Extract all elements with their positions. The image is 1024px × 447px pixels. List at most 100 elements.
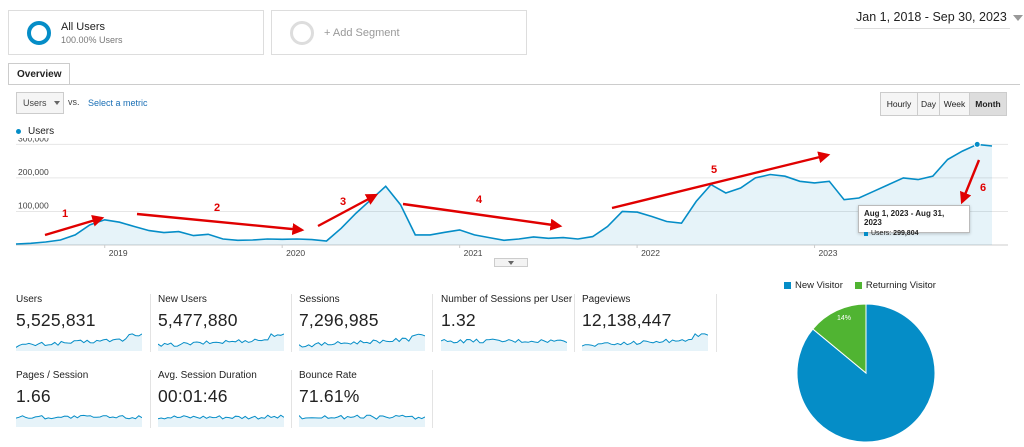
chart-legend: Users (16, 126, 54, 137)
metric-select-value: Users (23, 98, 47, 108)
annotation-label: 1 (62, 208, 68, 220)
pie-slice-label: 86% (899, 432, 913, 439)
metric-label: Bounce Rate (299, 370, 357, 381)
metric-value: 5,525,831 (16, 310, 96, 330)
date-range-text: Jan 1, 2018 - Sep 30, 2023 (856, 10, 1007, 24)
metric-card-bounce-rate[interactable]: Bounce Rate 71.61% (299, 370, 431, 427)
sparkline-area (16, 333, 142, 351)
sparkline-line (158, 414, 284, 420)
pie-slice-label: 14% (837, 315, 851, 322)
metric-sparkline (299, 333, 425, 351)
metric-sparkline (441, 338, 567, 351)
vs-label: vs. (68, 97, 80, 107)
sparkline-line (16, 414, 142, 420)
tooltip-series-swatch (864, 231, 868, 236)
annotation-arrow (960, 159, 981, 205)
x-tick-label: 2020 (286, 248, 305, 258)
new-visitor-swatch (784, 282, 791, 289)
metric-card-sessions-per-user[interactable]: Number of Sessions per User 1.32 (441, 294, 573, 351)
legend-new-visitor[interactable]: New Visitor (784, 280, 843, 291)
y-tick-label: 200,000 (18, 167, 49, 177)
metric-label: Users (16, 294, 43, 305)
users-dot-icon (16, 129, 21, 134)
empty-circle-icon (290, 20, 314, 45)
metric-value: 1.32 (441, 310, 476, 330)
card-divider (150, 370, 151, 428)
card-divider (574, 294, 575, 352)
x-tick-label: 2023 (819, 248, 838, 258)
highlighted-point[interactable] (973, 140, 981, 148)
annotation-arrow (611, 151, 831, 210)
sparkline-area (582, 333, 708, 351)
metric-card-pages-per-session[interactable]: Pages / Session 1.66 (16, 370, 148, 427)
metric-value: 7,296,985 (299, 310, 379, 330)
pie-slice-returning-visitor[interactable] (812, 303, 867, 375)
legend-new-visitor-label: New Visitor (795, 280, 843, 291)
tooltip-value: 299,804 (893, 230, 919, 237)
metric-sparkline (158, 414, 284, 427)
legend-returning-visitor[interactable]: Returning Visitor (854, 280, 936, 291)
returning-visitor-swatch (854, 282, 862, 289)
segment-circle-icon (27, 20, 51, 45)
tooltip-separator: : (889, 230, 894, 237)
metric-select[interactable]: Users (16, 92, 64, 114)
tab-overview[interactable]: Overview (8, 63, 71, 85)
metric-card-new-users[interactable]: New Users 5,477,880 (158, 294, 290, 351)
annotation-label: 2 (214, 202, 220, 214)
sparkline-area (158, 333, 284, 351)
metric-sparkline (299, 414, 425, 427)
metric-sparkline (16, 333, 142, 351)
sparkline-line (16, 333, 142, 348)
metric-sparkline (158, 333, 284, 351)
segment-all-users[interactable]: All Users 100.00% Users (8, 10, 264, 55)
pie-slice-new-visitor[interactable] (796, 303, 936, 443)
tooltip-value-row: Users: 299,804 (864, 230, 964, 237)
users-line (15, 143, 993, 245)
metric-card-sessions[interactable]: Sessions 7,296,985 (299, 294, 431, 351)
metric-label: Sessions (299, 294, 340, 305)
metric-label: Number of Sessions per User (441, 294, 573, 305)
segment-title: All Users (61, 20, 106, 33)
date-range-underline (854, 28, 1010, 29)
sparkline-line (299, 414, 425, 420)
metric-sparkline (16, 414, 142, 427)
month-button[interactable]: Month (970, 93, 1006, 115)
segment-subtitle: 100.00% Users (61, 34, 123, 45)
chevron-down-icon (1012, 15, 1023, 21)
card-divider (291, 370, 292, 428)
sparkline-line (582, 333, 708, 347)
select-metric-link[interactable]: Select a metric (88, 98, 148, 108)
add-segment-label: + Add Segment (324, 26, 400, 39)
metric-label: Pages / Session (16, 370, 89, 381)
card-divider (432, 294, 433, 352)
x-tick-label: 2019 (109, 248, 128, 258)
annotation-arrow (44, 214, 105, 237)
tab-divider (8, 84, 1020, 85)
annotation-label: 5 (711, 164, 717, 176)
card-divider (291, 294, 292, 352)
metric-value: 1.66 (16, 386, 51, 406)
chevron-down-icon (53, 101, 60, 105)
tooltip-title: Aug 1, 2023 - Aug 31, 2023 (864, 209, 945, 227)
day-button[interactable]: Day (918, 93, 940, 115)
hourly-button[interactable]: Hourly (881, 93, 918, 115)
metric-card-avg-session-duration[interactable]: Avg. Session Duration 00:01:46 (158, 370, 290, 427)
metric-card-pageviews[interactable]: Pageviews 12,138,447 (582, 294, 714, 351)
card-divider (150, 294, 151, 352)
metric-card-users[interactable]: Users 5,525,831 (16, 294, 148, 351)
sparkline-line (299, 333, 425, 348)
sparkline-line (441, 338, 567, 344)
date-range-picker[interactable]: Jan 1, 2018 - Sep 30, 2023 (856, 10, 1023, 24)
chart-expand-handle[interactable] (494, 258, 528, 267)
visitor-pie-chart: 86% 14% (796, 303, 936, 443)
sparkline-area (158, 415, 284, 427)
week-button[interactable]: Week (940, 93, 970, 115)
metric-label: New Users (158, 294, 207, 305)
annotation-label: 6 (980, 182, 986, 194)
y-tick-label: 300,000 (18, 138, 49, 143)
x-tick-label: 2022 (641, 248, 660, 258)
add-segment-button[interactable]: + Add Segment (271, 10, 527, 55)
users-area (16, 144, 992, 245)
metric-sparkline (582, 333, 708, 351)
y-tick-label: 100,000 (18, 200, 49, 210)
